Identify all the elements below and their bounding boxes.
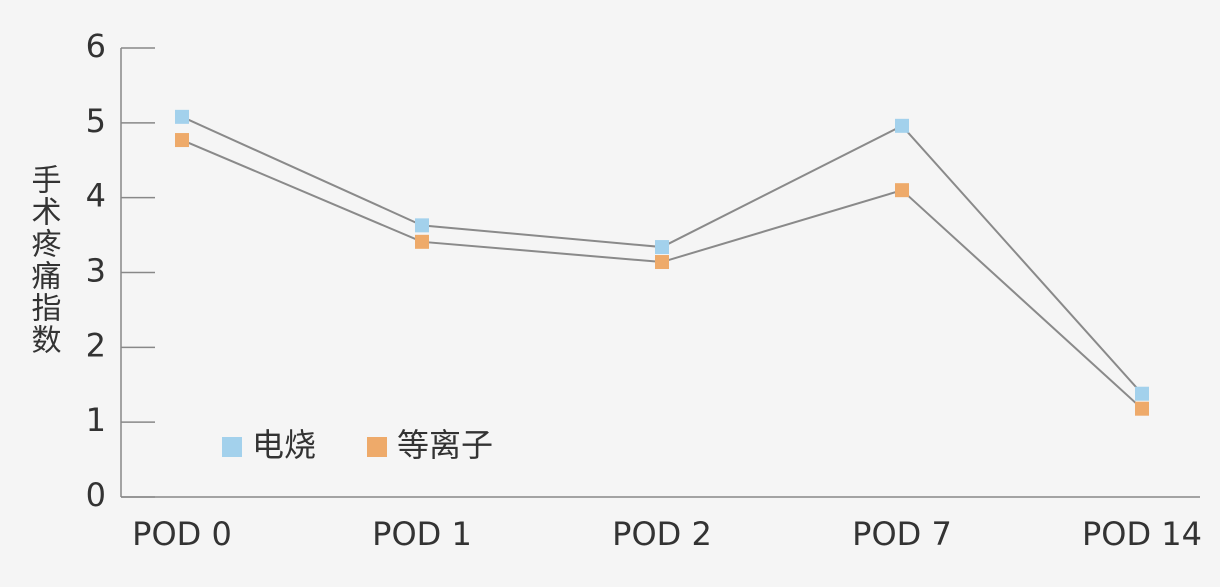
- y-tick-label: 2: [86, 326, 106, 364]
- marker: [655, 255, 669, 270]
- x-tick-label: POD 2: [612, 515, 712, 553]
- y-tick-label: 5: [86, 102, 106, 140]
- marker: [415, 234, 429, 249]
- legend-label: 等离子: [397, 426, 493, 464]
- y-tick-label: 6: [86, 27, 106, 65]
- y-tick-label: 3: [86, 252, 106, 290]
- legend-label: 电烧: [252, 426, 316, 464]
- marker: [175, 133, 189, 148]
- y-tick-label: 0: [86, 476, 106, 514]
- marker: [655, 240, 669, 255]
- x-tick-label: POD 1: [372, 515, 472, 553]
- x-tick-label: POD 14: [1082, 515, 1202, 553]
- marker: [415, 218, 429, 233]
- marker: [175, 109, 189, 124]
- series-line: [181, 139, 1143, 410]
- marker: [895, 118, 909, 133]
- y-axis-label: 手术疼痛指数: [26, 164, 62, 356]
- marker: [895, 183, 909, 198]
- legend-swatch: [222, 437, 242, 457]
- marker: [1135, 401, 1149, 416]
- marker: [1135, 386, 1149, 401]
- x-tick-label: POD 7: [852, 515, 952, 553]
- y-tick-label: 1: [86, 401, 106, 439]
- legend-swatch: [367, 437, 387, 457]
- y-tick-label: 4: [86, 177, 106, 215]
- x-tick-label: POD 0: [132, 515, 232, 553]
